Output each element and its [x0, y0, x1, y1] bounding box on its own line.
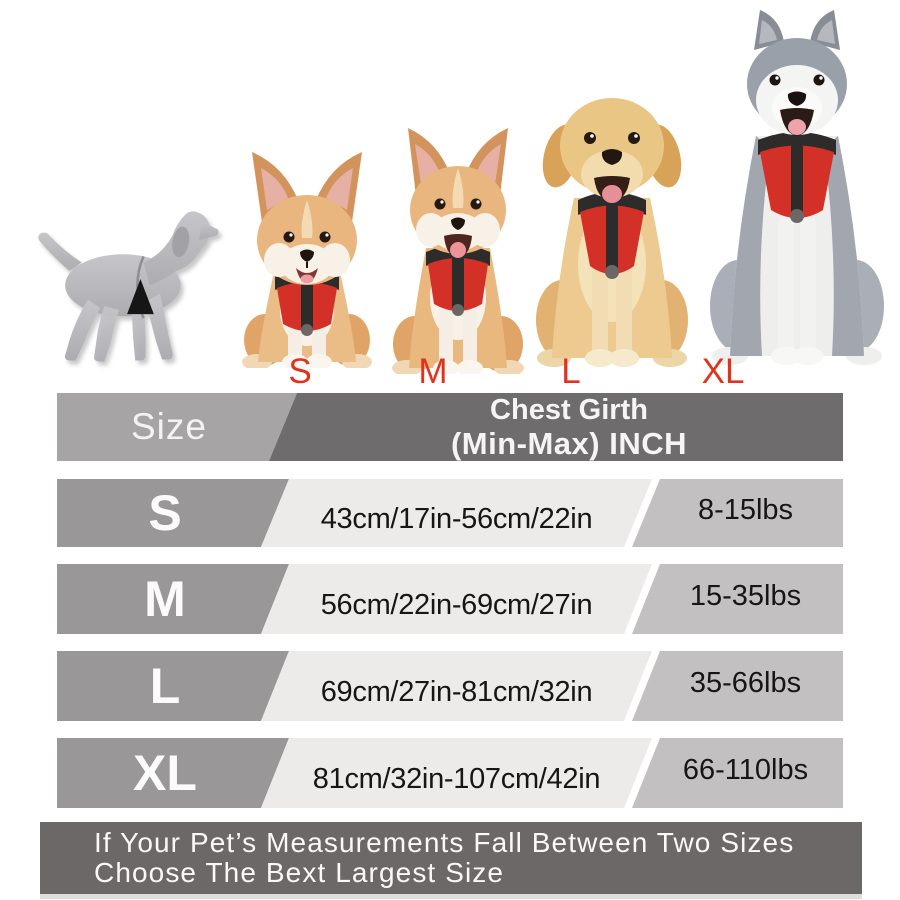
golden-retriever-illustration: [528, 52, 696, 374]
girth-cell: 81cm/32in-107cm/42in: [261, 738, 652, 808]
header-size-cell: Size: [57, 393, 297, 461]
weight-cell: 66-110lbs: [632, 738, 843, 808]
size-marker-s: S: [288, 352, 312, 391]
girth-cell: 43cm/17in-56cm/22in: [261, 479, 652, 547]
footer-note-line1: If Your Pet’s Measurements Fall Between …: [94, 827, 795, 858]
measuring-dog-silhouette-icon: [28, 190, 224, 366]
weight-cell: 35-66lbs: [632, 651, 843, 721]
red-harness-icon: [758, 132, 836, 223]
size-marker-xl: XL: [701, 352, 745, 391]
corgi-puppy-illustration: [232, 140, 382, 368]
footer-note-line2: Choose The Bext Largest Size: [94, 857, 505, 888]
header-girth-line2: (Min-Max) INCH: [450, 425, 688, 461]
footer-note-banner: If Your Pet’s Measurements Fall Between …: [40, 822, 862, 894]
table-row-s: S 43cm/17in-56cm/22in 8-15lbs: [57, 479, 843, 547]
header-size-label: Size: [131, 406, 207, 447]
header-girth-cell: Chest Girth (Min-Max) INCH: [269, 393, 843, 461]
header-girth-line1: Chest Girth: [490, 393, 648, 426]
table-row-m: M 56cm/22in-69cm/27in 15-35lbs: [57, 564, 843, 634]
red-harness-icon: [578, 192, 646, 279]
table-row-xl: XL 81cm/32in-107cm/42in 66-110lbs: [57, 738, 843, 808]
chest-girth-arrow-icon: [127, 279, 154, 315]
corgi-illustration: [382, 122, 534, 374]
weight-cell: 8-15lbs: [632, 479, 843, 547]
size-cell: XL: [57, 738, 289, 808]
size-marker-l: L: [561, 352, 581, 391]
size-marker-m: M: [418, 352, 448, 391]
girth-cell: 56cm/22in-69cm/27in: [261, 564, 652, 634]
weight-cell: 15-35lbs: [632, 564, 843, 634]
footer-bottom-strip: [40, 894, 862, 899]
table-row-l: L 69cm/27in-81cm/32in 35-66lbs: [57, 651, 843, 721]
size-cell: S: [57, 479, 289, 547]
girth-cell: 69cm/27in-81cm/32in: [261, 651, 652, 721]
husky-illustration: [700, 6, 890, 374]
size-cell: L: [57, 651, 289, 721]
size-cell: M: [57, 564, 289, 634]
table-header-row: Size Chest Girth (Min-Max) INCH: [57, 393, 843, 461]
